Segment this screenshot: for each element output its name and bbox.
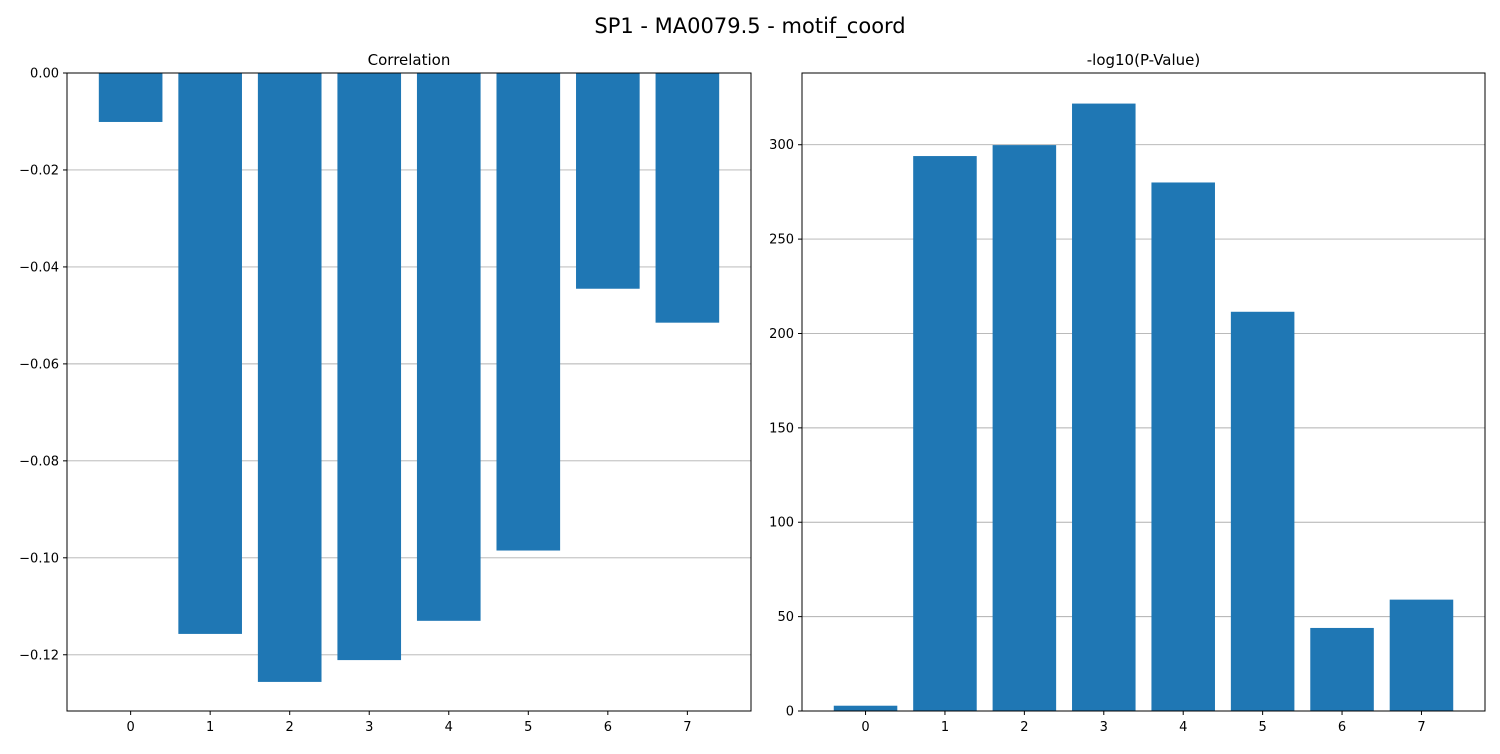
correlation-ytick-label: −0.04 (19, 260, 59, 275)
correlation-bar-2 (257, 73, 322, 682)
correlation-ytick-label: −0.10 (19, 551, 59, 566)
correlation-ytick-label: 0.00 (30, 67, 59, 82)
pvalue-ytick-label: 250 (769, 233, 794, 248)
correlation-axes-frame (66, 72, 752, 712)
pvalue-bar-6 (1310, 627, 1374, 711)
pvalue-ytick-label: 50 (777, 610, 794, 625)
correlation-bar-3 (337, 73, 402, 661)
pvalue-xtick-label: 1 (941, 720, 949, 735)
correlation-bar-0 (98, 73, 163, 122)
pvalue-axes-frame (801, 72, 1486, 712)
correlation-chart: 0.00 −0.02 −0.04 −0.06 −0.08 −0.10 −0.12 0 1 2 3 4 5… (19, 51, 752, 735)
correlation-bar-6 (576, 73, 640, 289)
pvalue-xtick-label: 4 (1179, 720, 1187, 735)
pvalue-xtick-label: 6 (1338, 720, 1346, 735)
pvalue-chart-title: -log10(P-Value) (1087, 51, 1201, 69)
correlation-xtick-label: 5 (524, 720, 532, 735)
pvalue-bar-4 (1151, 182, 1215, 711)
figure-title: SP1 - MA0079.5 - motif_coord (594, 14, 905, 39)
correlation-ytick-label: −0.08 (19, 454, 59, 469)
correlation-bar-4 (416, 73, 481, 621)
pvalue-ytick-label: 100 (769, 516, 794, 531)
pvalue-xtick-label: 0 (861, 720, 869, 735)
correlation-ytick-label: −0.06 (19, 357, 59, 372)
correlation-xtick-label: 6 (604, 720, 612, 735)
pvalue-bar-5 (1230, 311, 1295, 711)
pvalue-ytick-label: 200 (769, 327, 794, 342)
correlation-xtick-label: 4 (445, 720, 453, 735)
correlation-ytick-label: −0.12 (19, 648, 59, 663)
pvalue-bar-1 (913, 156, 977, 712)
correlation-bar-1 (178, 73, 242, 634)
correlation-xtick-label: 1 (206, 720, 214, 735)
pvalue-xtick-label: 7 (1417, 720, 1425, 735)
pvalue-bar-2 (992, 145, 1057, 711)
correlation-chart-title: Correlation (368, 51, 451, 69)
pvalue-bar-3 (1072, 103, 1136, 712)
correlation-ytick-label: −0.02 (19, 163, 59, 178)
correlation-xtick-label: 0 (126, 720, 134, 735)
correlation-xtick-label: 3 (365, 720, 373, 735)
pvalue-xtick-label: 2 (1020, 720, 1028, 735)
pvalue-bar-0 (833, 705, 898, 711)
pvalue-ytick-label: 300 (769, 138, 794, 153)
correlation-xtick-label: 2 (286, 720, 294, 735)
correlation-bar-7 (655, 73, 720, 323)
pvalue-chart: 0 50 100 150 200 250 300 0 1 2 3 4 5 6 7 -log10(P-Value… (769, 51, 1486, 735)
pvalue-ytick-label: 0 (786, 705, 794, 720)
pvalue-ytick-label: 150 (769, 421, 794, 436)
pvalue-xtick-label: 5 (1258, 720, 1266, 735)
pvalue-bar-7 (1389, 599, 1454, 711)
correlation-bar-5 (496, 73, 561, 551)
pvalue-xtick-label: 3 (1100, 720, 1108, 735)
correlation-xtick-label: 7 (683, 720, 691, 735)
